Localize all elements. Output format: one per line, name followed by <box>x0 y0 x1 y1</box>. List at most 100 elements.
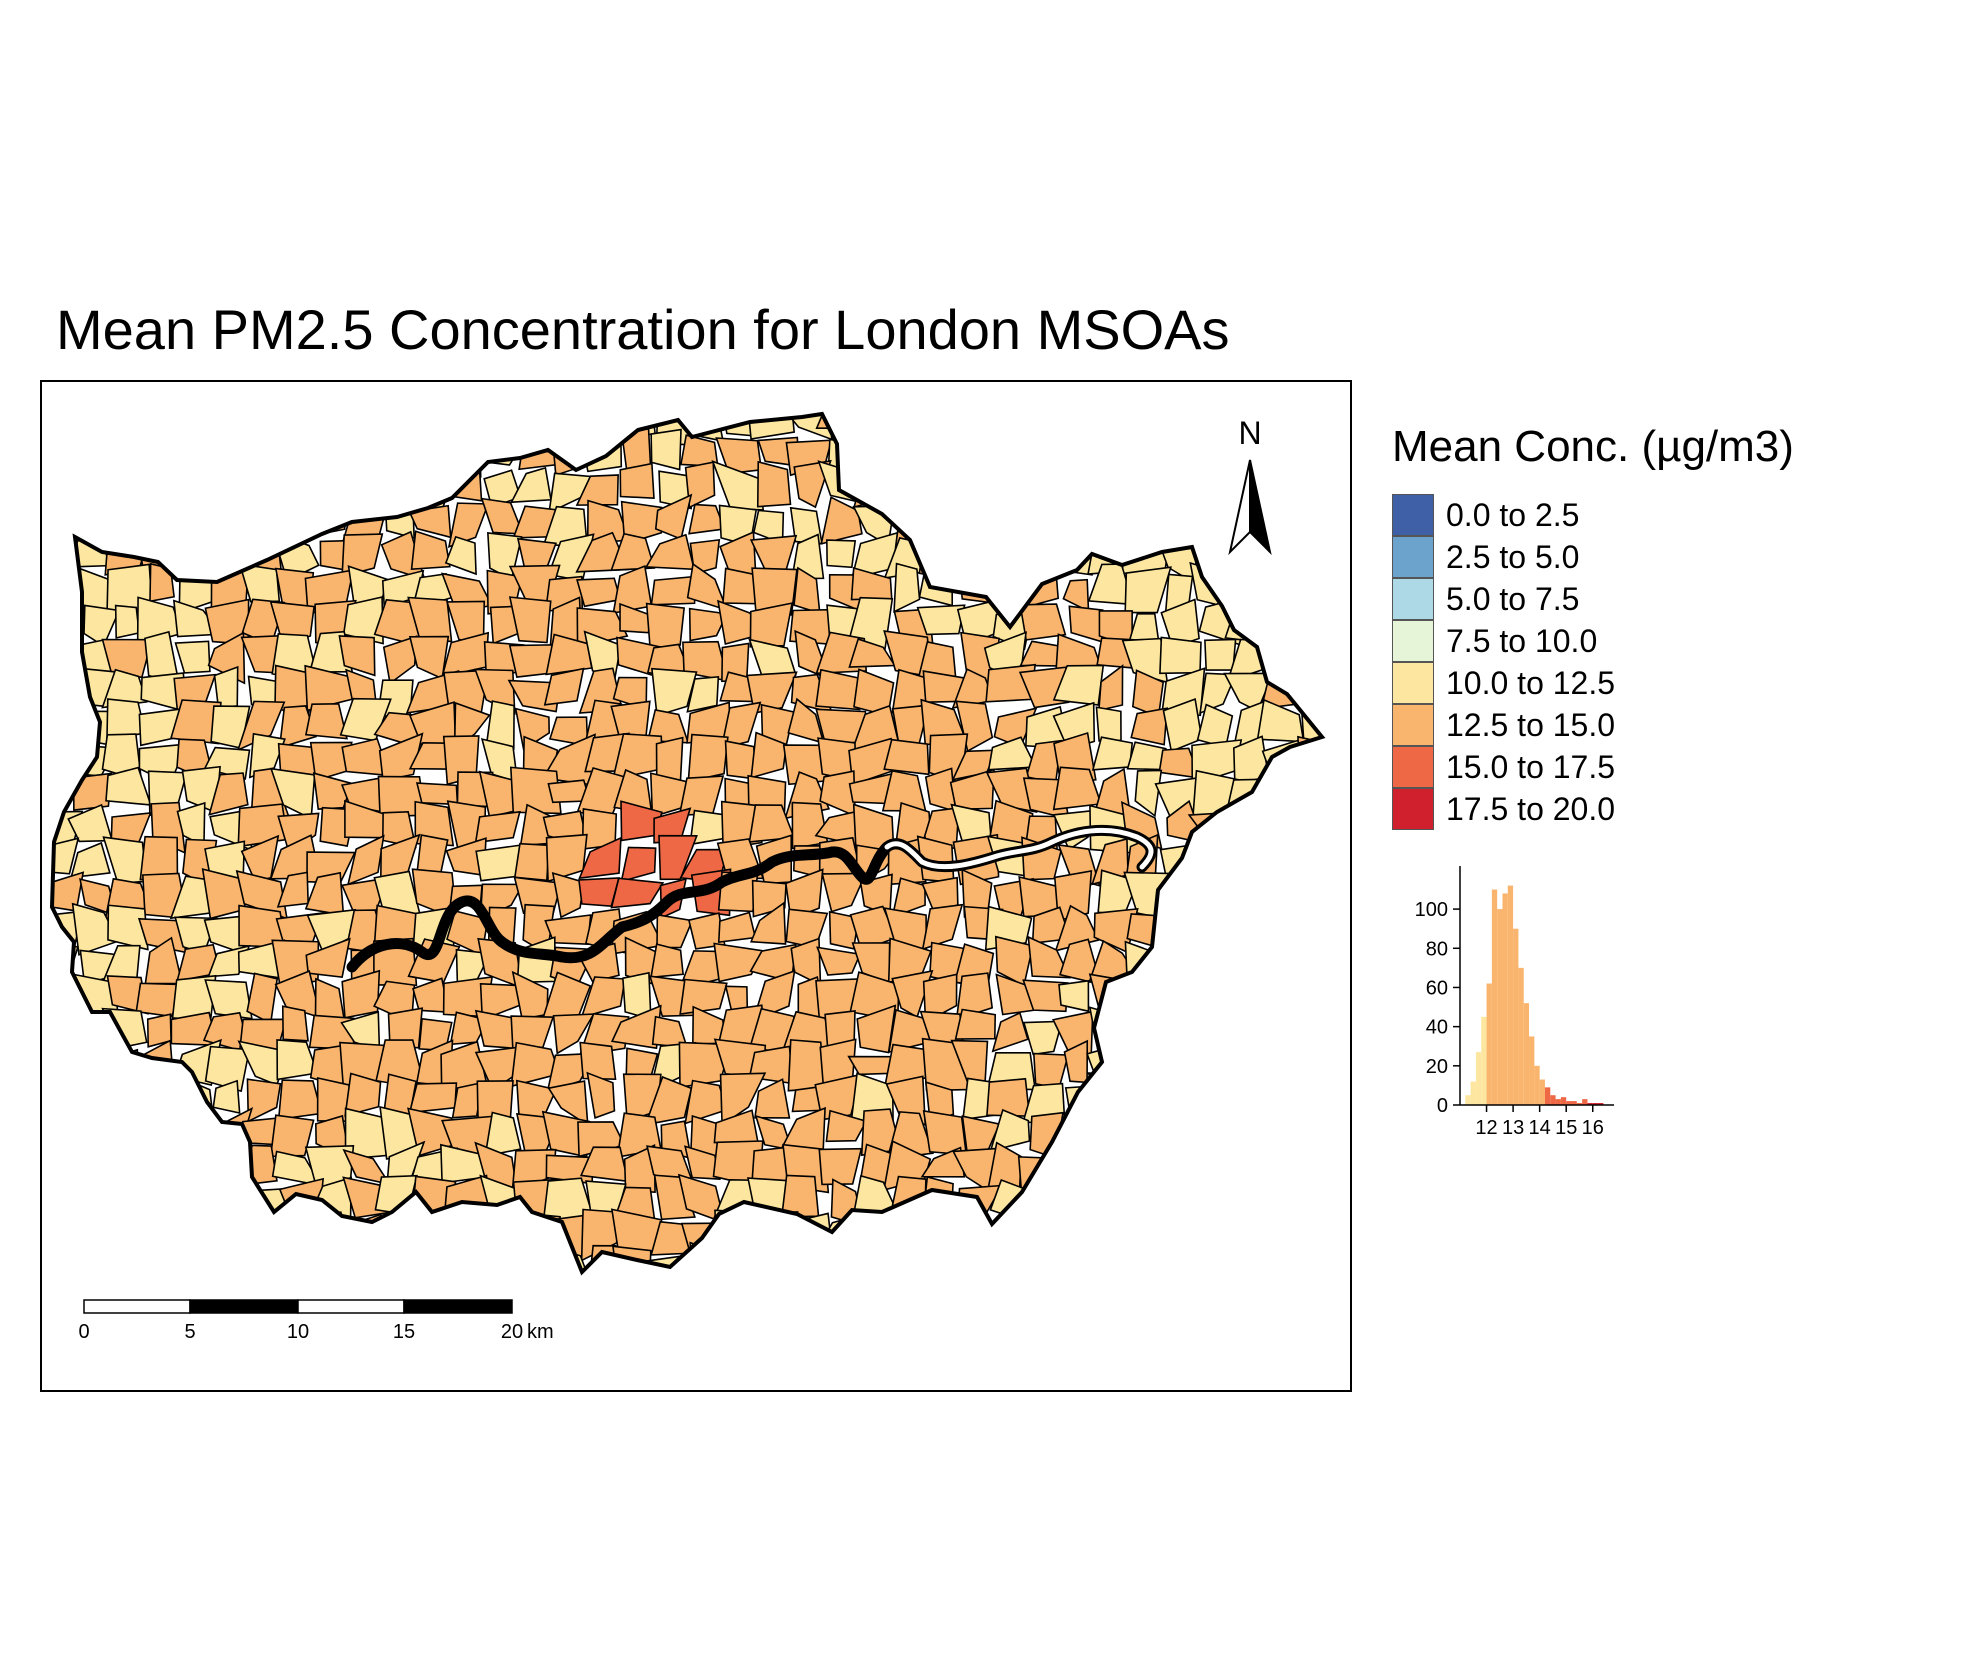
msoa-area <box>1291 841 1322 888</box>
legend-swatch <box>1392 704 1434 746</box>
msoa-area <box>305 467 351 508</box>
msoa-area <box>1085 1115 1136 1157</box>
msoa-area <box>620 846 657 883</box>
msoa-area <box>1189 1111 1234 1145</box>
msoa-area <box>149 562 175 603</box>
msoa-area <box>554 414 595 445</box>
msoa-area <box>916 604 966 636</box>
msoa-area <box>1293 1182 1322 1220</box>
msoa-area <box>72 1014 113 1042</box>
msoa-area <box>653 1174 696 1221</box>
msoa-area <box>277 812 320 855</box>
legend-swatch <box>1392 620 1434 662</box>
legend-label: 2.5 to 5.0 <box>1446 539 1580 575</box>
msoa-area <box>1160 470 1204 500</box>
legend-item: 7.5 to 10.0 <box>1392 620 1794 662</box>
msoa-area <box>1326 843 1354 882</box>
msoa-area <box>239 1144 278 1187</box>
msoa-area <box>644 1075 693 1126</box>
msoa-area <box>1190 437 1243 465</box>
msoa-area <box>207 1216 241 1262</box>
map-title: Mean PM2.5 Concentration for London MSOA… <box>56 298 1230 361</box>
msoa-area <box>1266 1107 1310 1148</box>
msoa-area <box>586 1071 616 1119</box>
msoa-area <box>1235 910 1266 956</box>
msoa-area <box>1289 1038 1322 1089</box>
msoa-area <box>237 803 289 848</box>
msoa-area <box>1328 602 1354 638</box>
histogram: 0 20 40 60 80 100 12 13 14 15 16 <box>1415 866 1614 1139</box>
msoa-area <box>689 1241 724 1272</box>
msoa-area <box>480 1210 513 1262</box>
msoa-area <box>1299 766 1322 820</box>
msoa-area <box>1339 1009 1354 1048</box>
msoa-area <box>201 460 248 514</box>
msoa-area <box>147 464 188 513</box>
msoa-area <box>1239 1116 1272 1147</box>
msoa-area <box>989 1108 1031 1153</box>
river-thames-water <box>884 827 1154 870</box>
msoa-area <box>551 872 585 919</box>
msoa-area <box>612 564 653 614</box>
msoa-area <box>920 1146 966 1178</box>
msoa-area <box>1161 414 1201 441</box>
msoa-area <box>1085 507 1131 536</box>
histogram-x-tick-label: 12 <box>1475 1117 1497 1139</box>
msoa-area <box>612 1245 652 1272</box>
histogram-x-tick-label: 16 <box>1582 1117 1604 1139</box>
msoa-area <box>52 414 82 442</box>
legend-item: 0.0 to 2.5 <box>1392 494 1794 536</box>
msoa-area <box>814 1073 863 1121</box>
msoa-area <box>52 971 78 1014</box>
msoa-area <box>1195 1242 1242 1272</box>
north-arrow: N <box>1228 415 1272 556</box>
histogram-y-tick-label: 100 <box>1415 899 1448 921</box>
msoa-area <box>202 503 256 549</box>
msoa-area <box>101 668 148 709</box>
msoa-area <box>1022 1209 1064 1250</box>
msoa-area <box>886 414 933 443</box>
msoa-area <box>177 1112 222 1156</box>
msoa-area <box>139 1151 185 1192</box>
msoa-area <box>204 1248 255 1272</box>
msoa-area <box>135 430 188 467</box>
msoa-area <box>645 602 686 651</box>
msoa-area <box>922 1175 954 1222</box>
msoa-area <box>508 1244 556 1272</box>
msoa-area <box>1294 812 1322 855</box>
msoa-area <box>52 713 79 748</box>
msoa-area <box>169 494 217 546</box>
msoa-area <box>658 834 698 881</box>
msoa-area <box>1295 1213 1322 1252</box>
histogram-bar <box>1486 983 1492 1105</box>
histogram-bar <box>1470 1081 1476 1105</box>
msoa-area <box>645 1253 695 1272</box>
msoa-area <box>66 1218 121 1253</box>
histogram-bar <box>1592 1103 1599 1105</box>
north-arrow-icon-dark <box>1249 459 1272 556</box>
msoa-area <box>576 577 622 608</box>
msoa-area <box>1024 460 1066 511</box>
msoa-area <box>341 969 381 1019</box>
msoa-area <box>103 1108 143 1151</box>
msoa-area <box>1294 1118 1322 1151</box>
msoa-area <box>1328 1042 1354 1087</box>
msoa-area <box>341 533 384 578</box>
msoa-area <box>954 1008 997 1040</box>
msoa-area <box>847 1209 896 1247</box>
msoa-area <box>1269 877 1308 922</box>
msoa-area <box>52 737 87 781</box>
msoa-area <box>70 1187 119 1220</box>
msoa-area <box>67 1072 114 1119</box>
msoa-area <box>246 1078 282 1123</box>
msoa-area <box>818 1147 863 1186</box>
msoa-area <box>1164 1005 1195 1047</box>
msoa-area <box>1123 414 1173 443</box>
histogram-bar <box>1576 1103 1583 1105</box>
msoa-area <box>249 439 284 475</box>
msoa-area <box>482 414 527 432</box>
msoa-area <box>1332 1185 1354 1226</box>
msoa-area <box>998 1249 1034 1272</box>
msoa-area <box>1259 441 1302 472</box>
msoa-area <box>1295 528 1322 576</box>
